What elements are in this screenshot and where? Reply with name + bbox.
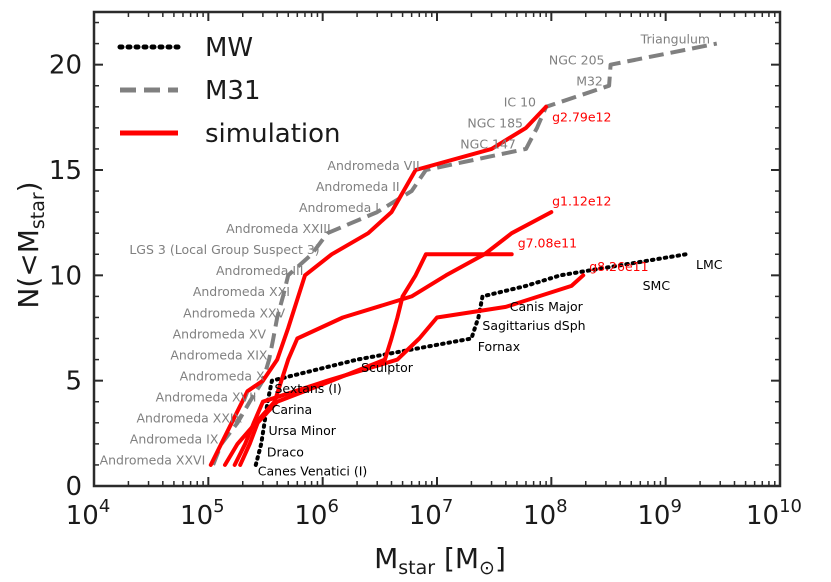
y-axis-title-main: N(<M — [12, 229, 45, 309]
mw-galaxy-label-fornax: Fornax — [478, 339, 520, 354]
x-axis-title-unit-sub: ⊙ — [479, 557, 495, 579]
m31-galaxy-label-lgs-3-local-group-suspect-3: LGS 3 (Local Group Suspect 3) — [129, 242, 319, 257]
m31-galaxy-label-andromeda-iii: Andromeda III — [216, 263, 303, 278]
m31-galaxy-label-andromeda-ii: Andromeda II — [316, 179, 400, 194]
y-axis-title-close: ) — [12, 181, 45, 192]
x-tick-label: 1010 — [746, 496, 802, 531]
mw-galaxy-label-sagittarius-dsph: Sagittarius dSph — [482, 318, 585, 333]
mw-galaxy-label-carina: Carina — [272, 402, 313, 417]
mw-galaxy-label-sextans-i: Sextans (I) — [275, 381, 342, 396]
mw-galaxy-label-lmc: LMC — [696, 257, 723, 272]
x-axis-title-sub: star — [398, 557, 435, 579]
y-tick-label: 10 — [49, 261, 82, 291]
x-axis-title-unit: [M — [435, 542, 479, 575]
y-tick-label: 20 — [49, 51, 82, 81]
y-axis-title: N(<Mstar) — [12, 181, 49, 308]
m31-galaxy-label-ngc-185: NGC 185 — [467, 116, 523, 131]
legend-label-sim: simulation — [205, 119, 341, 149]
x-tick-label-exp: 10 — [779, 496, 802, 517]
legend-label-mw: MW — [205, 33, 253, 63]
y-tick-label: 5 — [65, 367, 82, 397]
m31-galaxy-label-andromeda-xxi: Andromeda XXI — [193, 284, 290, 299]
y-tick-label: 0 — [65, 472, 82, 502]
m31-galaxy-label-ic-10: IC 10 — [504, 95, 536, 110]
x-tick-label: 105 — [180, 496, 225, 531]
series-line-mw — [253, 252, 688, 467]
x-tick-label-base: 10 — [637, 501, 670, 531]
mw-galaxy-label-canes-venatici-i: Canes Venatici (I) — [258, 463, 367, 478]
m31-galaxy-label-m32: M32 — [576, 74, 603, 89]
m31-galaxy-label-andromeda-xix: Andromeda XIX — [170, 347, 268, 362]
mw-galaxy-label-canis-major: Canis Major — [510, 299, 584, 314]
series-line-g2-79e12 — [208, 104, 549, 467]
m31-galaxy-label-triangulum: Triangulum — [640, 31, 710, 46]
x-tick-label-exp: 7 — [442, 496, 453, 517]
x-tick-label-exp: 6 — [327, 496, 338, 517]
x-tick-label-base: 10 — [746, 501, 779, 531]
m31-galaxy-label-andromeda-vii: Andromeda VII — [327, 158, 419, 173]
legend-label-m31: M31 — [205, 76, 261, 106]
series-line-g7-08e11 — [238, 252, 514, 467]
x-tick-label-exp: 9 — [670, 496, 681, 517]
mw-galaxy-label-ursa-minor: Ursa Minor — [269, 423, 337, 438]
x-tick-label: 107 — [409, 496, 454, 531]
m31-galaxy-label-andromeda-xvii: Andromeda XVII — [156, 390, 257, 405]
series-layer — [208, 41, 718, 467]
x-axis-title-close: ] — [495, 542, 506, 575]
point-label-layer: Canes Venatici (I) Draco Ursa Minor Carina S… — [100, 31, 723, 478]
mw-galaxy-label-smc: SMC — [643, 278, 671, 293]
m31-galaxy-label-andromeda-ix: Andromeda IX — [130, 432, 219, 447]
simulation-label-g2-79e12: g2.79e12 — [552, 109, 611, 124]
m31-galaxy-label-andromeda-xxiii: Andromeda XXIII — [226, 221, 331, 236]
x-axis-title: Mstar [M⊙] — [374, 542, 506, 579]
legend: MW M31 simulation — [117, 33, 341, 149]
y-axis-title-sub: star — [27, 192, 49, 229]
x-tick-label-base: 10 — [180, 501, 213, 531]
m31-galaxy-label-andromeda-x: Andromeda X — [180, 369, 265, 384]
mw-galaxy-label-draco: Draco — [267, 444, 304, 459]
y-tick-label: 15 — [49, 156, 82, 186]
m31-galaxy-label-andromeda-xxix: Andromeda XXIX — [136, 411, 242, 426]
simulation-label-g1-12e12: g1.12e12 — [552, 194, 611, 209]
m31-galaxy-label-ngc-205: NGC 205 — [549, 53, 605, 68]
x-axis-title-main: M — [374, 542, 398, 575]
m31-galaxy-label-ngc-147: NGC 147 — [460, 137, 516, 152]
m31-galaxy-label-andromeda-i: Andromeda I — [299, 200, 379, 215]
x-tick-label-exp: 4 — [99, 496, 110, 517]
x-tick-label-base: 10 — [294, 501, 327, 531]
x-tick-label: 106 — [294, 496, 339, 531]
m31-galaxy-label-andromeda-xxv: Andromeda XXV — [183, 305, 285, 320]
x-tick-label-base: 10 — [409, 501, 442, 531]
m31-galaxy-label-andromeda-xxvi: Andromeda XXVI — [100, 453, 206, 468]
x-tick-label-base: 10 — [523, 501, 556, 531]
m31-galaxy-label-andromeda-xv: Andromeda XV — [173, 326, 267, 341]
x-tick-label: 108 — [523, 496, 568, 531]
x-tick-label-exp: 5 — [213, 496, 224, 517]
mw-galaxy-label-sculptor: Sculptor — [361, 360, 414, 375]
x-tick-label-base: 10 — [66, 501, 99, 531]
simulation-label-g7-08e11: g7.08e11 — [518, 236, 577, 251]
x-tick-label-exp: 8 — [556, 496, 567, 517]
x-tick-label: 104 — [66, 496, 111, 531]
simulation-label-g8-26e11: g8.26e11 — [589, 259, 648, 274]
x-tick-label: 109 — [637, 496, 682, 531]
series-line-g8-26e11 — [232, 273, 586, 467]
